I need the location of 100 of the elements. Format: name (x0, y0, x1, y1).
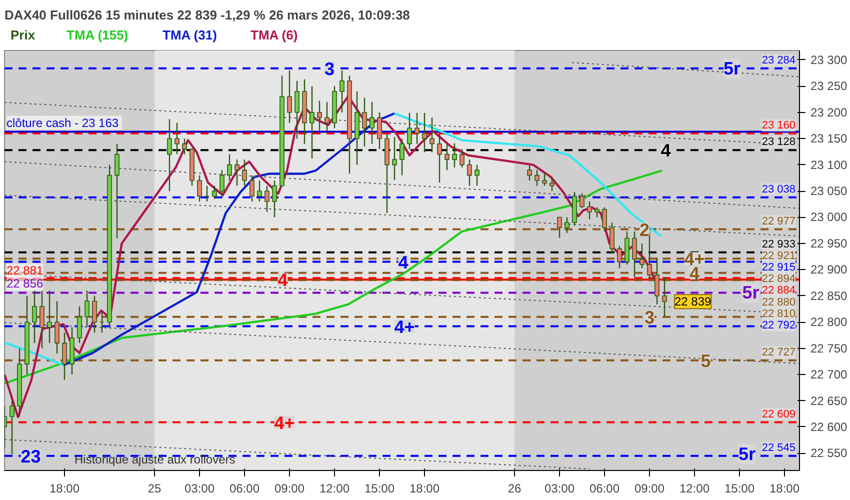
x-tick-label: 12:00 (679, 482, 710, 496)
ref-line-label: 22 894 (762, 273, 796, 286)
annotation: 5r (723, 58, 741, 78)
candlestick (422, 112, 427, 153)
candlestick (212, 185, 217, 200)
candlestick (242, 158, 247, 186)
candlestick (430, 117, 434, 153)
candlestick (294, 80, 300, 140)
candlestick (617, 245, 622, 269)
text: TMA (6) (250, 28, 298, 42)
x-tick-label: 15:00 (364, 482, 395, 496)
candlestick (32, 290, 37, 344)
y-tick-label: 23 150 (810, 132, 848, 146)
x-tick-label: 06:00 (589, 482, 620, 496)
annotation: 4+ (394, 316, 415, 337)
y-tick-label: 23 300 (810, 52, 848, 67)
candlestick (62, 332, 67, 380)
candlestick (340, 70, 344, 113)
ref-line-label: 22 884 (762, 284, 796, 297)
candlestick (264, 185, 270, 213)
ref-line-label: 22 810 (762, 308, 796, 320)
y-tick-label: 22 950 (810, 236, 848, 250)
candlestick (40, 290, 44, 349)
candlestick (534, 169, 540, 186)
candlestick (407, 112, 412, 150)
annotation: 5r (742, 282, 760, 303)
x-tick-label: 26 (508, 482, 522, 496)
x-tick-label: 03:00 (184, 482, 215, 496)
annotation: Historique ajusté aux rollovers (74, 452, 236, 466)
annotation: 22 839 (674, 294, 712, 309)
candlestick (392, 136, 397, 181)
candlestick (542, 172, 547, 186)
y-tick-label: 22 800 (810, 315, 848, 330)
candlestick (640, 242, 644, 269)
candlestick (174, 122, 180, 155)
y-tick-label: 22 700 (810, 368, 848, 382)
x-tick-label: 18:00 (769, 482, 800, 496)
candlestick (54, 300, 60, 354)
candlestick (474, 164, 480, 186)
annotation: 22 881 (6, 264, 44, 278)
annotation: 4 (278, 270, 288, 290)
y-tick-label: 22 550 (810, 446, 848, 460)
candlestick (362, 97, 367, 148)
ref-line-label: 22 921 (762, 250, 796, 262)
candlestick (272, 180, 277, 218)
ref-line-label: 22 977 (762, 215, 796, 228)
x-tick-label: 03:00 (544, 482, 575, 496)
candlestick (654, 257, 660, 305)
x-tick-label: 25 (148, 482, 162, 496)
y-tick-label: 22 600 (810, 420, 848, 434)
y-tick-label: 23 250 (810, 79, 848, 94)
candlestick (587, 200, 592, 220)
annotation: 5r (738, 444, 756, 464)
annotation: 2 (639, 220, 650, 240)
line-series (393, 112, 662, 238)
y-tick-label: 22 900 (810, 262, 848, 277)
candlestick (557, 216, 562, 238)
y-tick-label: 23 200 (810, 105, 848, 120)
candlestick (197, 174, 202, 202)
y-tick-label: 22 750 (810, 341, 848, 356)
annotation: 23 (20, 446, 41, 466)
annotation: 22 856 (6, 276, 44, 291)
ref-line-label: 23 160 (762, 119, 796, 132)
candlestick (10, 400, 14, 455)
ref-line-label: 22 915 (762, 262, 796, 274)
ref-line-label: 22 880 (762, 296, 796, 308)
candlestick (452, 142, 457, 168)
y-tick-label: 22 650 (810, 394, 848, 408)
annotation: 3 (324, 58, 335, 79)
candlestick (47, 290, 52, 344)
candlestick (467, 158, 472, 186)
candlestick (287, 70, 292, 124)
annotation: clôture cash - 23 163 (6, 116, 119, 130)
candlestick (77, 306, 82, 344)
candlestick (114, 143, 120, 239)
candlestick (92, 295, 97, 334)
candlestick (167, 118, 172, 192)
ref-line-label: 22 727 (762, 346, 796, 358)
y-tick-label: 23 000 (810, 210, 848, 224)
candlestick (234, 158, 240, 186)
candlestick (370, 101, 374, 144)
text: Prix (10, 28, 36, 42)
ref-line-label: 23 038 (762, 183, 796, 196)
ref-line-label: 23 128 (762, 136, 796, 148)
candlestick (257, 180, 262, 202)
candlestick (527, 164, 532, 182)
candlestick (564, 216, 570, 234)
text: TMA (31) (162, 28, 217, 42)
candlestick (377, 112, 382, 150)
y-tick-label: 22 850 (810, 288, 848, 303)
x-tick-label: 06:00 (229, 482, 260, 496)
candlestick (324, 101, 330, 132)
x-tick-label: 09:00 (634, 482, 665, 496)
annotation: 4 (398, 252, 408, 272)
line-series (4, 169, 664, 385)
candlestick (84, 290, 90, 328)
y-tick-label: 23 100 (810, 158, 848, 172)
text: TMA (155) (66, 28, 128, 42)
annotation: 4+ (274, 412, 295, 433)
candlestick (550, 177, 554, 192)
